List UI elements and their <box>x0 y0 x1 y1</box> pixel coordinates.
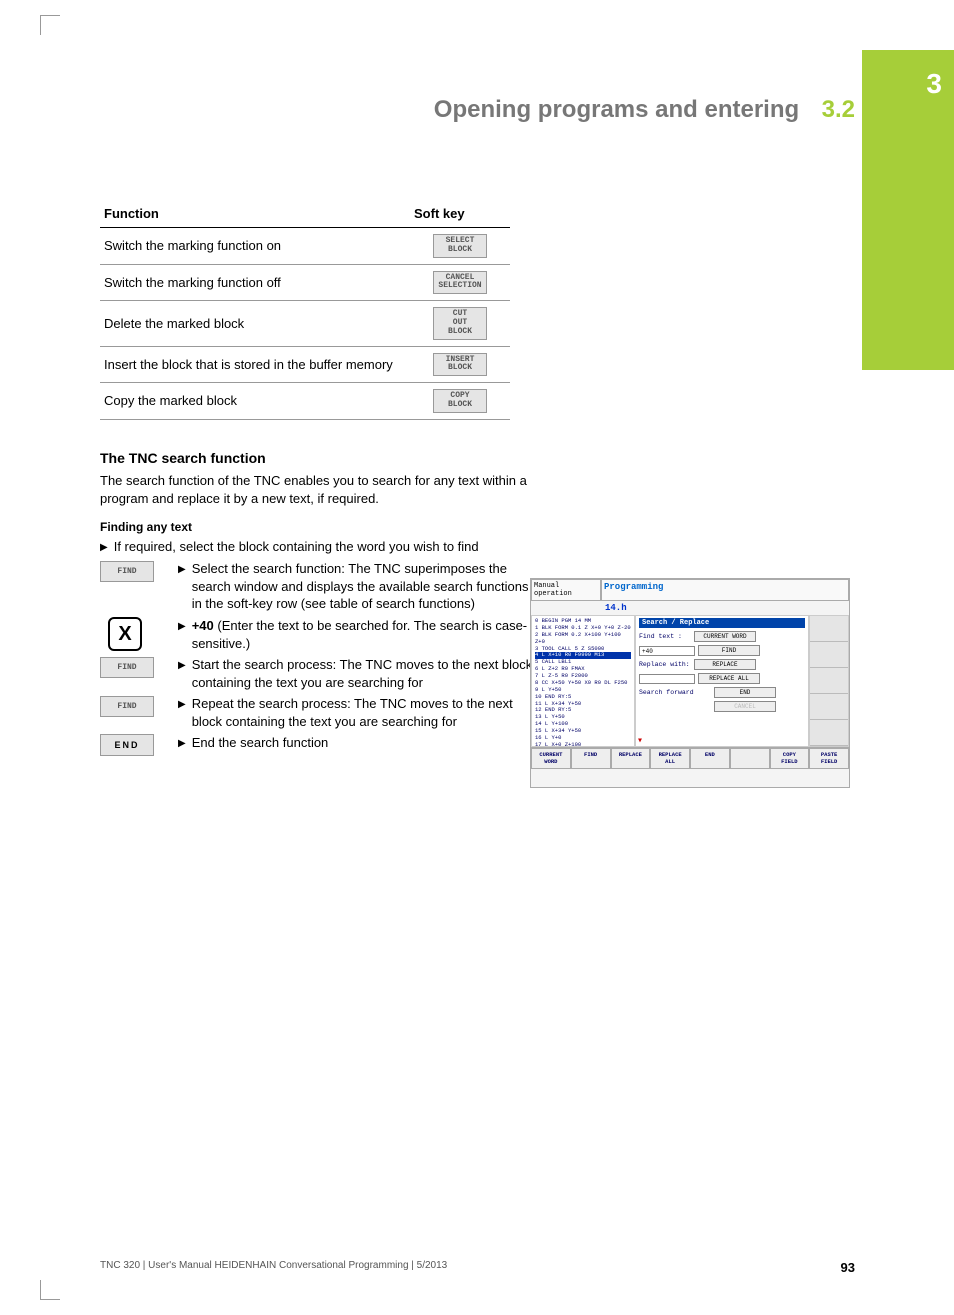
dialog-title: Search / Replace <box>639 618 805 628</box>
arrow-icon <box>178 656 186 691</box>
bullet-initial-text: If required, select the block containing… <box>114 538 479 556</box>
search-intro: The search function of the TNC enables y… <box>100 472 560 508</box>
arrow-icon <box>178 734 186 752</box>
find-button[interactable]: FIND <box>100 696 154 717</box>
code-line: 2 BLK FORM 0.2 X+100 Y+100 Z+0 <box>535 632 631 646</box>
arrow-icon <box>178 560 186 613</box>
fn-cell: Switch the marking function on <box>100 228 410 265</box>
cancel-btn[interactable]: CANCEL <box>714 701 776 712</box>
step-key: X <box>100 617 178 651</box>
function-table: Function Soft key Switch the marking fun… <box>100 200 510 420</box>
step-key: FIND <box>100 695 178 717</box>
replace-label: Replace with: <box>639 661 691 668</box>
fn-cell: Insert the block that is stored in the b… <box>100 346 410 383</box>
flag-icon: ▾ <box>637 735 643 747</box>
table-row: Insert the block that is stored in the b… <box>100 346 510 383</box>
header-title: Opening programs and entering <box>434 96 799 123</box>
step-key: FIND <box>100 656 178 678</box>
softkey-button[interactable]: CANCELSELECTION <box>433 271 487 295</box>
softkey-cell: CUTOUTBLOCK <box>410 301 510 346</box>
find-button[interactable]: FIND <box>100 657 154 678</box>
find-input[interactable]: +40 <box>639 646 695 656</box>
fn-cell: Copy the marked block <box>100 383 410 420</box>
file-name: 14.h <box>531 601 849 615</box>
screen-softkey[interactable]: CURRENTWORD <box>531 748 571 769</box>
bullet-initial: If required, select the block containing… <box>100 538 560 556</box>
finding-subheading: Finding any text <box>100 520 855 534</box>
end-btn[interactable]: END <box>714 687 776 698</box>
tnc-screenshot: Manual operation Programming 14.h 0 BEGI… <box>530 578 850 788</box>
screen-softkey[interactable]: FIND <box>571 748 611 769</box>
screen-softkey[interactable]: END <box>690 748 730 769</box>
find-button[interactable]: FIND <box>100 561 154 582</box>
search-heading: The TNC search function <box>100 450 855 466</box>
softkey-cell: INSERTBLOCK <box>410 346 510 383</box>
step-key: END <box>100 734 178 756</box>
page-number: 93 <box>841 1260 855 1275</box>
th-function: Function <box>100 200 410 228</box>
replace-input[interactable] <box>639 674 695 684</box>
step-key: FIND <box>100 560 178 582</box>
step-text: +40 (Enter the text to be searched for. … <box>178 617 538 652</box>
current-word-btn[interactable]: CURRENT WORD <box>694 631 756 642</box>
table-row: Copy the marked block COPYBLOCK <box>100 383 510 420</box>
step-text: Select the search function: The TNC supe… <box>178 560 538 613</box>
arrow-icon <box>100 538 108 556</box>
table-row: Switch the marking function off CANCELSEL… <box>100 264 510 301</box>
softkey-cell: COPYBLOCK <box>410 383 510 420</box>
screen-softkey[interactable]: PASTEFIELD <box>809 748 849 769</box>
screen-softkey[interactable]: REPLACE <box>611 748 651 769</box>
softkey-button[interactable]: INSERTBLOCK <box>433 353 487 377</box>
program-code: 0 BEGIN PGM 14 MM1 BLK FORM 0.1 Z X+0 Y+… <box>531 615 635 747</box>
arrow-icon <box>178 695 186 730</box>
mode-right: Programming <box>601 579 849 601</box>
th-softkey: Soft key <box>410 200 510 228</box>
softkey-cell: CANCELSELECTION <box>410 264 510 301</box>
screen-softkey[interactable]: COPYFIELD <box>770 748 810 769</box>
softkey-row: CURRENTWORDFINDREPLACEREPLACEALLEND COPYF… <box>531 747 849 769</box>
softkey-button[interactable]: SELECTBLOCK <box>433 234 487 258</box>
mode-left: Manual operation <box>531 579 601 601</box>
screen-softkey <box>730 748 770 769</box>
find-label: Find text : <box>639 633 691 640</box>
x-key[interactable]: X <box>108 617 142 651</box>
page-header: Opening programs and entering 3.2 <box>100 96 855 124</box>
table-row: Switch the marking function on SELECTBLOC… <box>100 228 510 265</box>
page-footer: TNC 320 | User's Manual HEIDENHAIN Conve… <box>100 1260 855 1275</box>
softkey-cell: SELECTBLOCK <box>410 228 510 265</box>
end-button[interactable]: END <box>100 734 154 756</box>
fn-cell: Delete the marked block <box>100 301 410 346</box>
replace-btn[interactable]: REPLACE <box>694 659 756 670</box>
header-section: 3.2 <box>822 96 855 123</box>
arrow-icon <box>178 617 186 652</box>
softkey-button[interactable]: CUTOUTBLOCK <box>433 307 487 339</box>
fn-cell: Switch the marking function off <box>100 264 410 301</box>
table-row: Delete the marked block CUTOUTBLOCK <box>100 301 510 346</box>
step-text: Start the search process: The TNC moves … <box>178 656 538 691</box>
search-dialog: Search / Replace Find text : CURRENT WOR… <box>635 615 809 747</box>
chapter-number: 3 <box>862 68 942 100</box>
find-btn[interactable]: FIND <box>698 645 760 656</box>
softkey-button[interactable]: COPYBLOCK <box>433 389 487 413</box>
chapter-tab: 3 <box>862 50 954 370</box>
step-text: Repeat the search process: The TNC moves… <box>178 695 538 730</box>
search-fwd-label: Search forward <box>639 689 711 696</box>
replace-all-btn[interactable]: REPLACE ALL <box>698 673 760 684</box>
footer-text: TNC 320 | User's Manual HEIDENHAIN Conve… <box>100 1260 447 1275</box>
screen-softkey[interactable]: REPLACEALL <box>650 748 690 769</box>
step-text: End the search function <box>178 734 538 752</box>
side-panel <box>809 615 849 747</box>
